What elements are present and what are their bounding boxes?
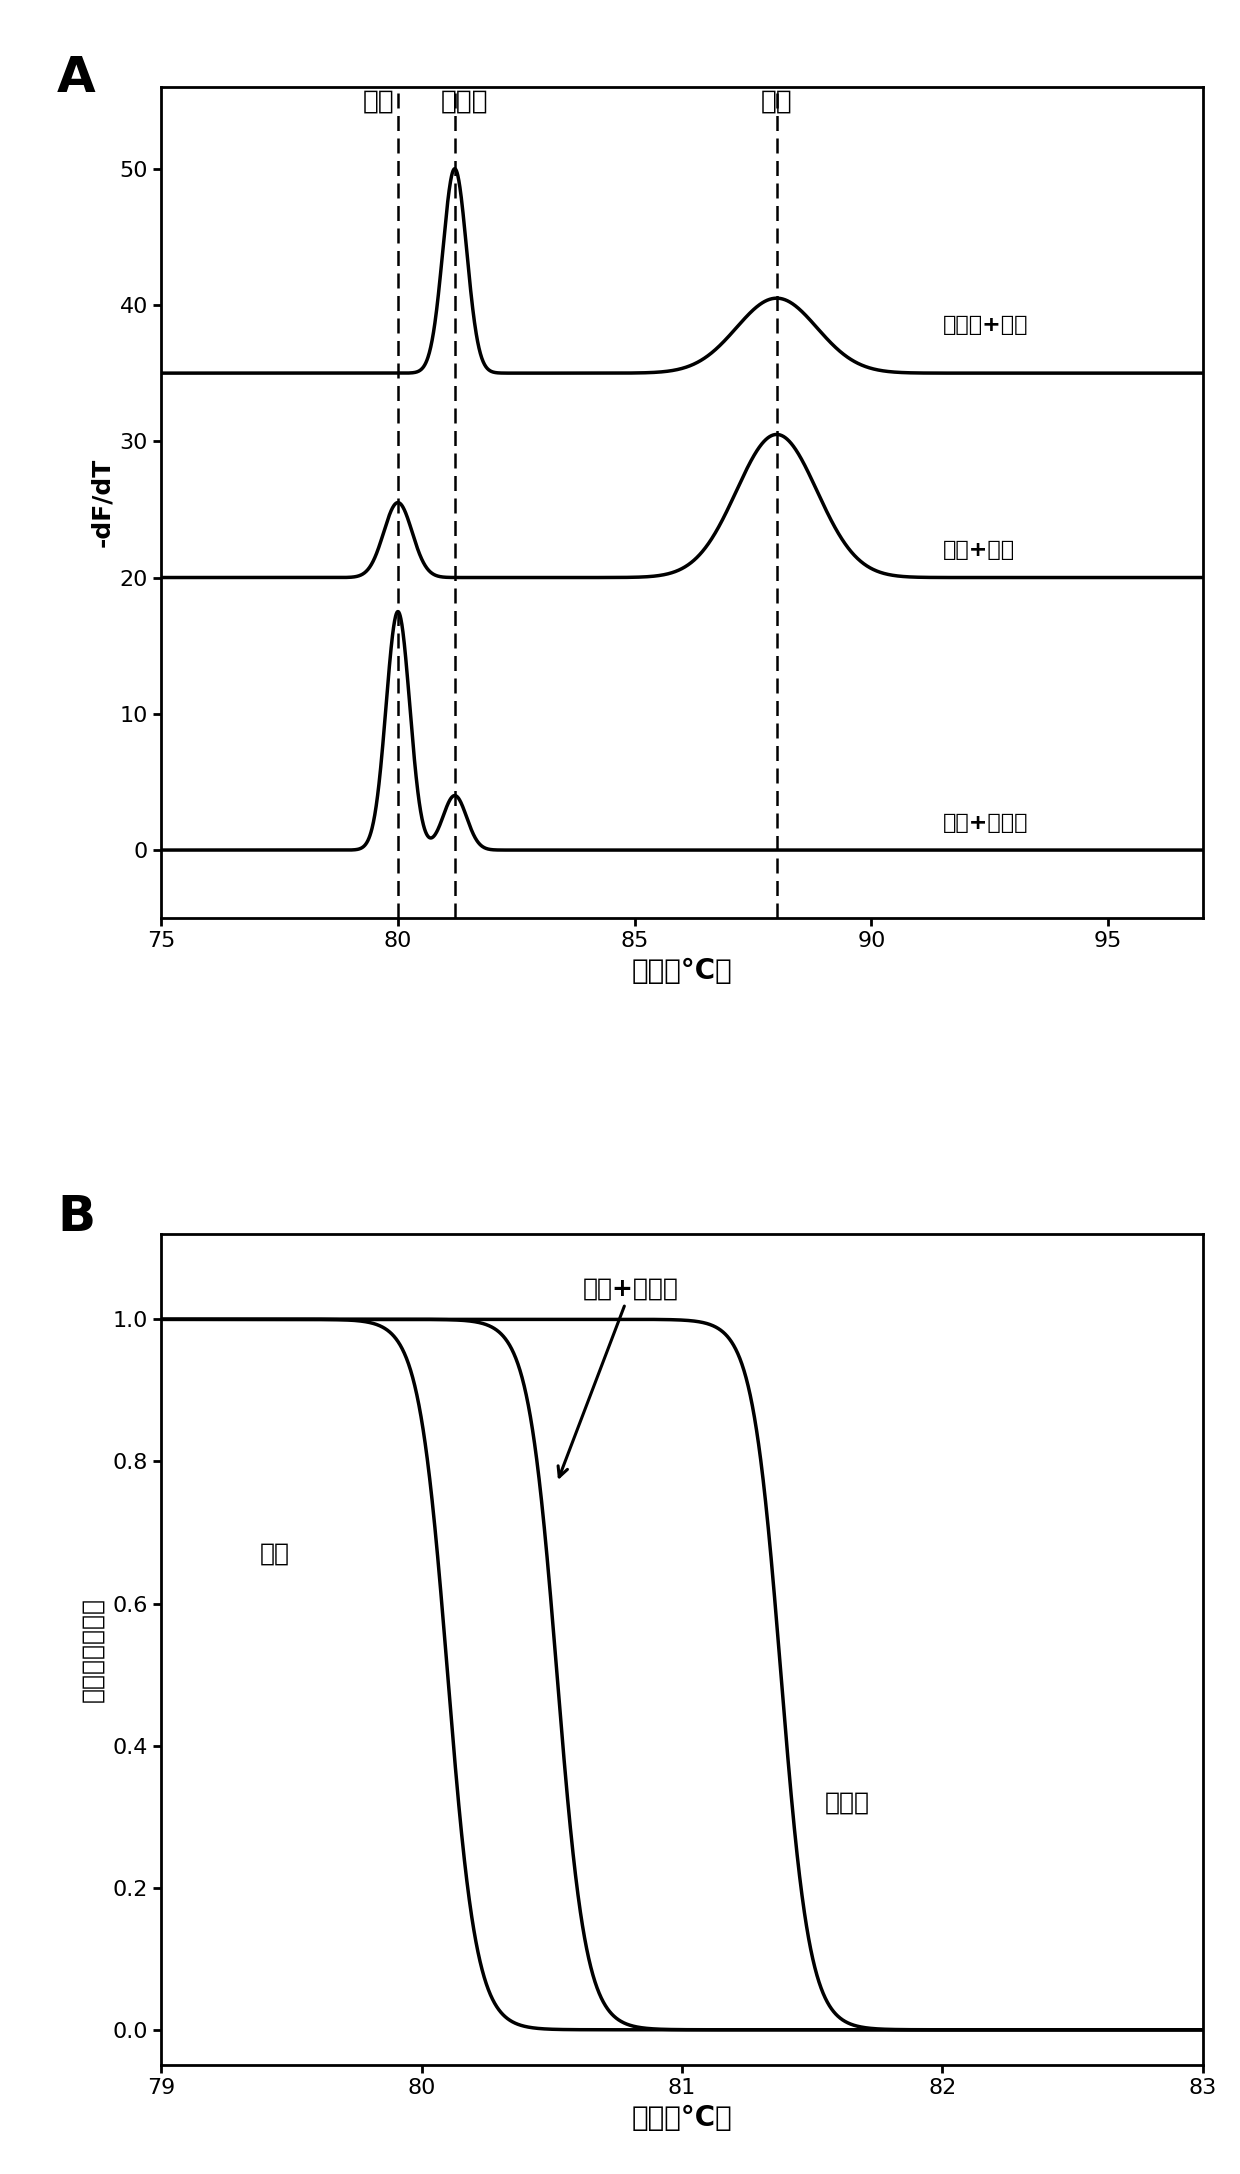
Y-axis label: -dF/dT: -dF/dT — [91, 459, 114, 548]
Text: 金葡+李斯特: 金葡+李斯特 — [558, 1276, 680, 1476]
X-axis label: 温度（°C）: 温度（°C） — [631, 957, 733, 985]
Text: 金葡: 金葡 — [363, 89, 394, 115]
Text: 金葡+沙门: 金葡+沙门 — [942, 541, 1014, 561]
Text: 金葡: 金葡 — [260, 1541, 290, 1565]
Text: 沙门: 沙门 — [761, 89, 792, 115]
Text: 金葡+李斯特: 金葡+李斯特 — [942, 813, 1028, 833]
Text: B: B — [57, 1194, 95, 1241]
Y-axis label: 归一化荧光强度: 归一化荧光强度 — [81, 1598, 104, 1702]
Text: 李斯特: 李斯特 — [440, 89, 489, 115]
Text: 李斯特+沙门: 李斯特+沙门 — [942, 315, 1028, 335]
X-axis label: 温度（°C）: 温度（°C） — [631, 2104, 733, 2133]
Text: 李斯特: 李斯特 — [826, 1791, 870, 1815]
Text: A: A — [57, 54, 95, 102]
